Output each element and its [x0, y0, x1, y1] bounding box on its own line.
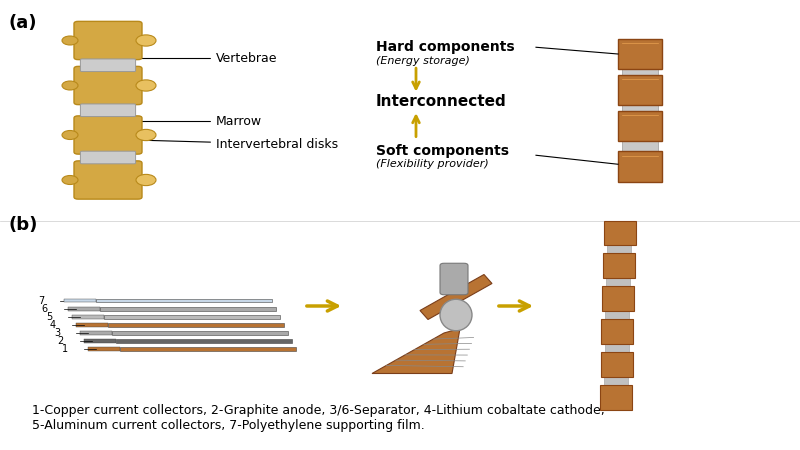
Ellipse shape — [440, 299, 472, 331]
FancyBboxPatch shape — [622, 141, 658, 151]
Text: 7: 7 — [38, 296, 44, 306]
FancyBboxPatch shape — [601, 352, 633, 377]
FancyBboxPatch shape — [440, 263, 468, 295]
FancyBboxPatch shape — [618, 39, 662, 69]
FancyBboxPatch shape — [104, 315, 280, 319]
Text: 5: 5 — [46, 312, 52, 322]
FancyBboxPatch shape — [80, 331, 112, 335]
FancyBboxPatch shape — [600, 385, 632, 410]
Ellipse shape — [136, 174, 156, 185]
FancyBboxPatch shape — [112, 331, 288, 335]
Text: 4: 4 — [50, 320, 56, 330]
FancyBboxPatch shape — [108, 323, 284, 327]
FancyBboxPatch shape — [64, 299, 96, 302]
FancyBboxPatch shape — [96, 299, 272, 302]
Ellipse shape — [136, 130, 156, 140]
Text: Intervertebral disks: Intervertebral disks — [118, 138, 338, 150]
FancyBboxPatch shape — [618, 111, 662, 141]
Text: (Flexibility provider): (Flexibility provider) — [376, 159, 489, 169]
FancyBboxPatch shape — [100, 307, 276, 310]
Text: 1: 1 — [62, 344, 68, 354]
FancyBboxPatch shape — [120, 347, 296, 351]
FancyBboxPatch shape — [80, 59, 136, 72]
Text: (Energy storage): (Energy storage) — [376, 56, 470, 66]
FancyBboxPatch shape — [72, 315, 104, 319]
FancyBboxPatch shape — [74, 66, 142, 104]
FancyBboxPatch shape — [80, 104, 136, 117]
FancyBboxPatch shape — [606, 278, 630, 286]
FancyBboxPatch shape — [74, 21, 142, 59]
FancyBboxPatch shape — [74, 116, 142, 154]
Ellipse shape — [62, 36, 78, 45]
FancyBboxPatch shape — [85, 27, 131, 54]
Text: 6: 6 — [42, 304, 48, 314]
Text: Vertebrae: Vertebrae — [134, 52, 278, 65]
Text: (b): (b) — [8, 216, 38, 234]
FancyBboxPatch shape — [618, 75, 662, 105]
Polygon shape — [420, 274, 492, 320]
FancyBboxPatch shape — [80, 151, 136, 164]
Text: Interconnected: Interconnected — [376, 94, 506, 109]
Text: 1-Copper current collectors, 2-Graphite anode, 3/6-Separator, 4-Lithium cobaltat: 1-Copper current collectors, 2-Graphite … — [32, 404, 605, 432]
Text: 2: 2 — [58, 336, 64, 346]
FancyBboxPatch shape — [602, 286, 634, 311]
FancyBboxPatch shape — [85, 167, 131, 194]
FancyBboxPatch shape — [76, 323, 108, 327]
FancyBboxPatch shape — [604, 377, 628, 385]
FancyBboxPatch shape — [603, 253, 635, 278]
Ellipse shape — [62, 81, 78, 90]
FancyBboxPatch shape — [607, 245, 631, 253]
FancyBboxPatch shape — [74, 161, 142, 199]
FancyBboxPatch shape — [602, 319, 634, 344]
FancyBboxPatch shape — [603, 220, 636, 245]
FancyBboxPatch shape — [84, 339, 116, 343]
FancyBboxPatch shape — [116, 339, 292, 343]
FancyBboxPatch shape — [618, 151, 662, 182]
Text: Soft components: Soft components — [376, 144, 509, 158]
Text: 3: 3 — [54, 328, 60, 338]
Text: Hard components: Hard components — [376, 40, 514, 54]
Ellipse shape — [136, 80, 156, 91]
Ellipse shape — [62, 176, 78, 184]
Ellipse shape — [136, 35, 156, 46]
FancyBboxPatch shape — [85, 122, 131, 148]
FancyBboxPatch shape — [606, 311, 630, 319]
FancyBboxPatch shape — [605, 344, 629, 352]
FancyBboxPatch shape — [88, 347, 120, 351]
Ellipse shape — [62, 130, 78, 140]
Text: Marrow: Marrow — [106, 115, 262, 128]
FancyBboxPatch shape — [622, 69, 658, 75]
FancyBboxPatch shape — [622, 105, 658, 111]
FancyBboxPatch shape — [85, 72, 131, 99]
Text: (a): (a) — [8, 14, 37, 32]
Polygon shape — [372, 328, 460, 374]
FancyBboxPatch shape — [68, 307, 100, 310]
